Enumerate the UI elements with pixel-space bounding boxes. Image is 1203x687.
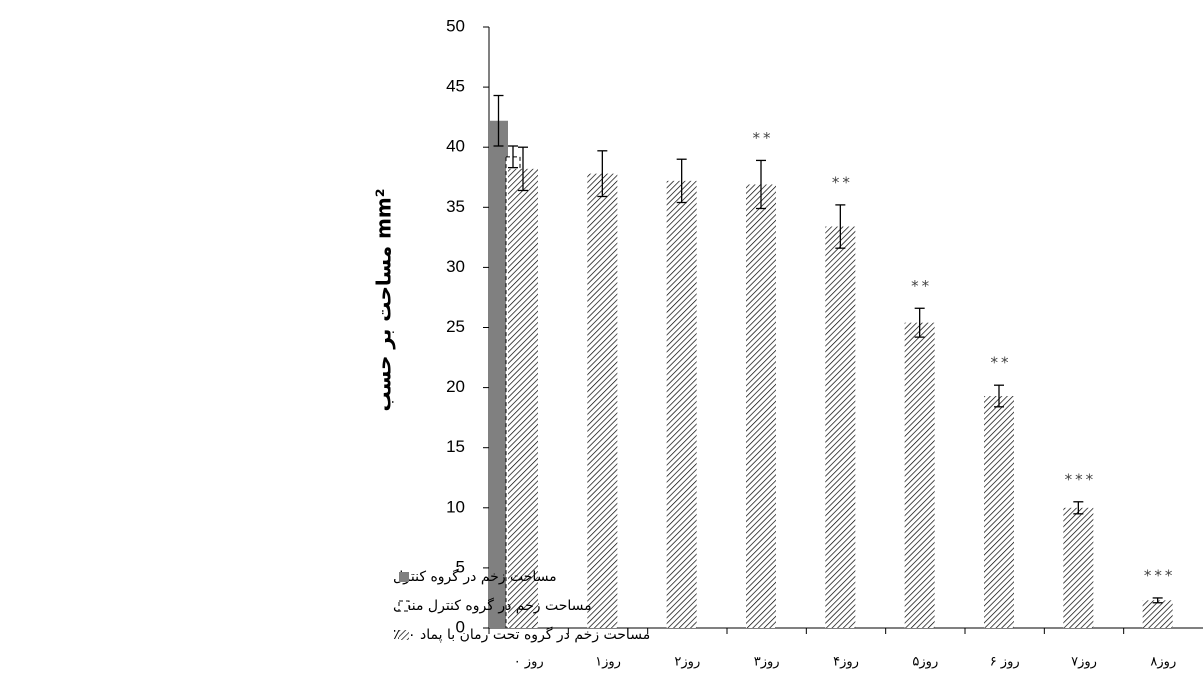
error-bar — [1152, 597, 1163, 604]
error-bar — [994, 384, 1004, 408]
y-tick-label: 40 — [446, 137, 465, 156]
error-bar — [597, 150, 608, 198]
bar — [746, 184, 776, 628]
legend-label: مساحت زخم در گروه تحت رمان با پماد ۶۰٪ — [393, 626, 650, 643]
x-tick-label: روز۵ — [912, 655, 938, 670]
y-tick-label: 10 — [446, 497, 465, 516]
y-tick-label: 30 — [446, 257, 465, 276]
x-tick-label: روز۸ — [1150, 655, 1176, 670]
y-tick-label: 25 — [446, 317, 465, 336]
y-tick-label: 20 — [446, 377, 465, 396]
bar — [1142, 600, 1173, 628]
bar — [587, 173, 618, 629]
legend-swatch — [398, 600, 410, 612]
significance-label: ** — [911, 277, 932, 295]
x-tick-label: روز۴ — [833, 655, 859, 670]
y-tick-label: 15 — [446, 437, 465, 456]
bar — [984, 396, 1014, 628]
y-tick-label: 50 — [446, 16, 465, 35]
error-bar — [493, 94, 504, 147]
error-bar — [518, 146, 528, 192]
bar — [666, 180, 697, 628]
legend-swatch — [399, 572, 409, 582]
y-tick-label: 45 — [446, 77, 465, 96]
x-tick-label: روز ۰ — [514, 655, 544, 670]
y-axis-label: مساحت بر حسب mm² — [372, 188, 396, 411]
x-tick-label: روز۲ — [674, 655, 700, 670]
x-tick-label: روز۱ — [595, 655, 621, 670]
significance-label: *** — [1144, 566, 1176, 584]
y-tick-label: 35 — [446, 197, 465, 216]
error-bar — [914, 307, 925, 338]
bar — [904, 322, 935, 628]
bar — [1063, 507, 1094, 628]
x-tick-label: روز ۶ — [990, 655, 1020, 670]
y-tick-label: 5 — [456, 557, 465, 576]
legend-label: مساحت زخم در گروه کنترل — [393, 568, 557, 585]
error-bar — [835, 204, 846, 249]
error-bar — [508, 145, 518, 169]
error-bar — [1073, 501, 1084, 515]
y-tick-label: 0 — [456, 617, 465, 636]
x-tick-label: روز۷ — [1071, 655, 1097, 670]
bar — [489, 120, 508, 629]
significance-label: *** — [1065, 470, 1097, 488]
bar — [825, 226, 856, 629]
error-bar — [756, 159, 766, 210]
significance-label: ** — [832, 173, 853, 191]
significance-label: ** — [991, 354, 1012, 372]
significance-label: ** — [753, 129, 774, 147]
x-tick-label: روز۳ — [754, 655, 780, 670]
legend-swatch — [399, 630, 409, 640]
legend-label: مساحت زخم در گروه کنترل منفی — [393, 597, 592, 614]
bar — [508, 168, 538, 628]
error-bar — [676, 158, 687, 204]
